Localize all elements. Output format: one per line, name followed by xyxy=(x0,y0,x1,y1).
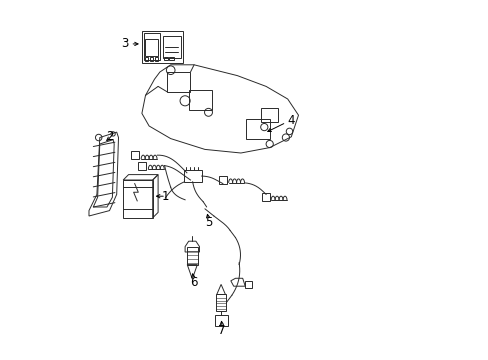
Bar xyxy=(123,180,152,218)
Bar xyxy=(163,36,181,58)
Bar xyxy=(149,57,153,61)
Bar xyxy=(144,57,148,61)
Bar xyxy=(155,57,158,61)
Bar xyxy=(145,39,158,56)
Bar xyxy=(244,281,251,288)
Bar xyxy=(186,247,198,265)
Bar xyxy=(167,72,190,92)
Bar xyxy=(169,57,173,60)
Bar xyxy=(131,151,139,159)
Text: 3: 3 xyxy=(121,37,128,50)
Bar xyxy=(219,176,227,184)
Bar xyxy=(142,31,183,63)
Bar xyxy=(261,193,269,201)
Text: 2: 2 xyxy=(105,130,113,143)
Bar xyxy=(188,90,212,110)
Bar xyxy=(138,162,146,170)
Bar xyxy=(214,315,227,326)
Text: 5: 5 xyxy=(204,216,212,229)
Text: 6: 6 xyxy=(189,276,197,289)
Text: 7: 7 xyxy=(218,324,225,337)
Text: 4: 4 xyxy=(287,114,295,127)
Bar xyxy=(246,119,269,139)
Bar xyxy=(260,108,277,122)
Bar xyxy=(143,33,160,60)
Bar xyxy=(215,294,226,311)
Bar xyxy=(184,170,201,182)
Bar xyxy=(163,57,167,60)
Text: 1: 1 xyxy=(161,190,168,203)
